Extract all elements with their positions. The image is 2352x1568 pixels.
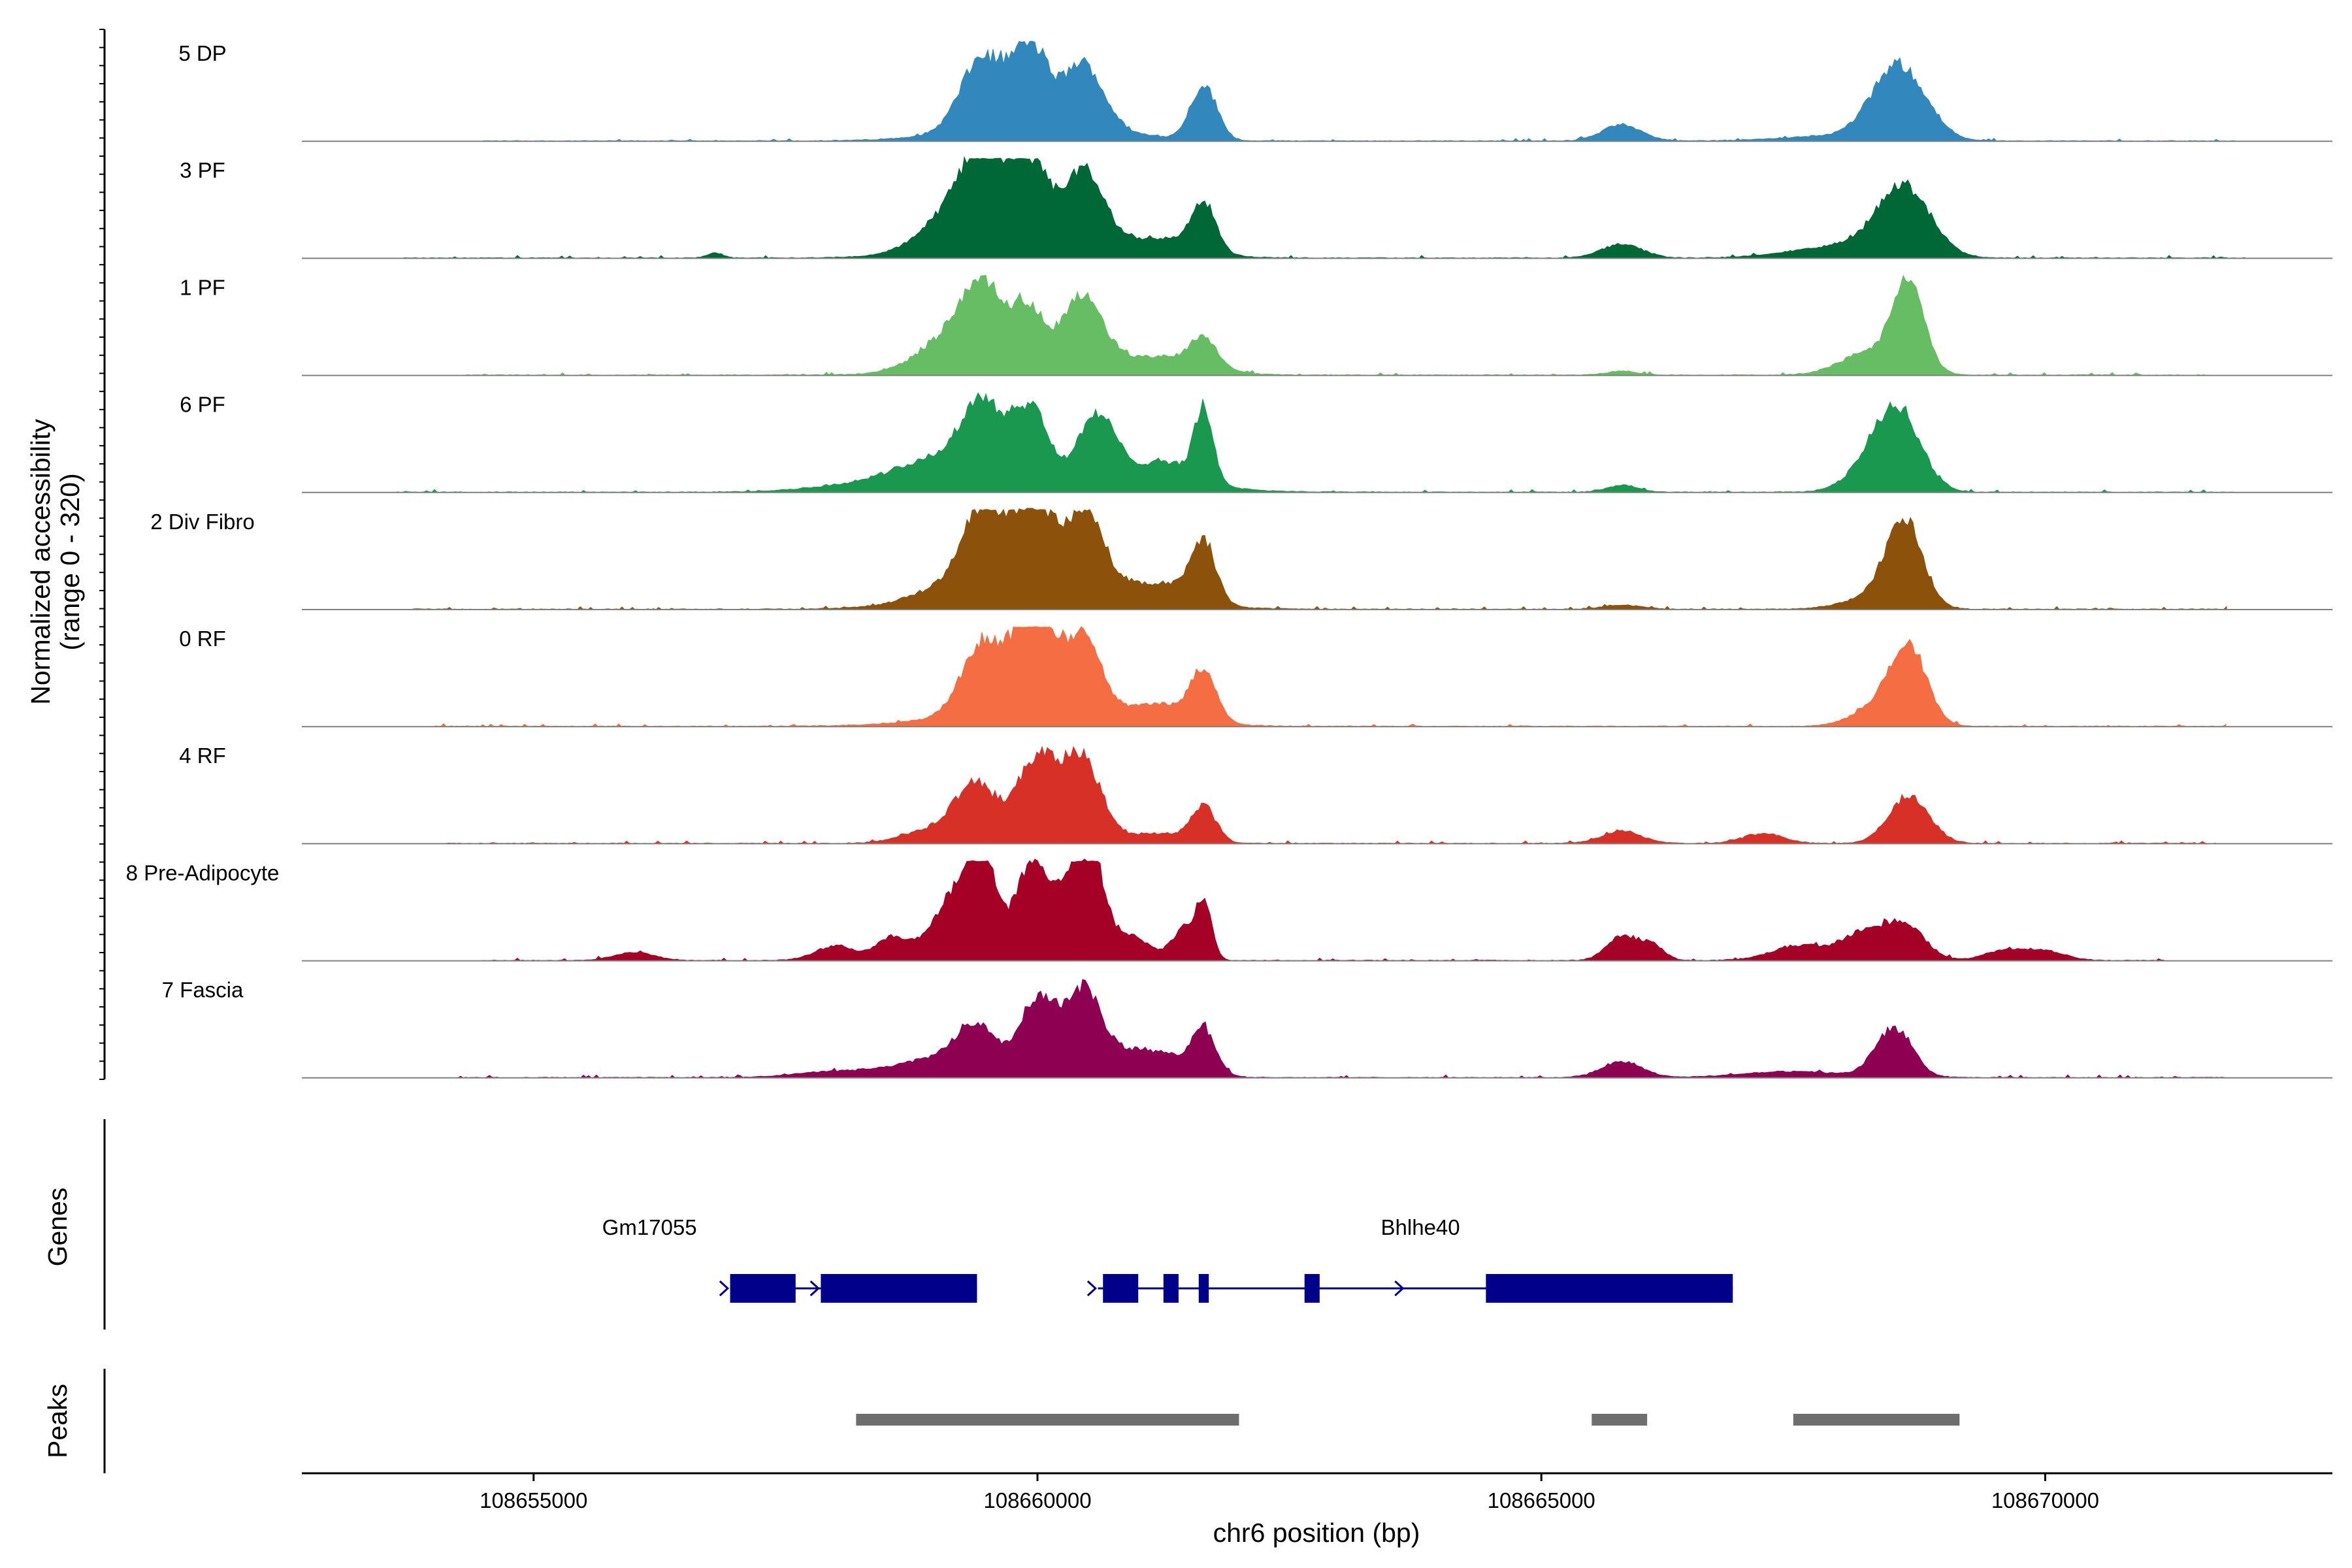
track-label: 2 Div Fibro (150, 510, 255, 534)
track-label: 0 RF (179, 627, 226, 651)
track-4-rf: 4 RF (179, 743, 2332, 845)
coverage-area (483, 858, 2164, 962)
strand-arrow (719, 1280, 730, 1297)
strand-arrow (809, 1280, 820, 1297)
coverage-area (392, 392, 2236, 493)
coverage-area (452, 979, 2225, 1079)
coverage-area (483, 41, 2235, 142)
y-axis-label-line-2: (range 0 - 320) (55, 473, 85, 650)
x-tick-label: 108670000 (1991, 1488, 2099, 1512)
gene-name-label: Gm17055 (602, 1215, 697, 1239)
coverage-area (433, 626, 2227, 727)
coverage-area (412, 508, 2227, 610)
track-1-pf: 1 PF (180, 274, 2332, 376)
gene-bhlhe40: Bhlhe40 (1086, 1215, 1733, 1303)
track-2-div-fibro: 2 Div Fibro (150, 508, 2332, 610)
gene-exon (1163, 1274, 1179, 1303)
peaks-panel-label: Peaks (42, 1384, 73, 1458)
gene-annotation-panel: Gm17055 Bhlhe40 (103, 1119, 1733, 1330)
track-3-pf: 3 PF (180, 155, 2332, 259)
track-label: 7 Fascia (162, 978, 244, 1002)
x-tick-label: 108660000 (983, 1488, 1091, 1512)
gene-gm17055: Gm17055 (602, 1215, 977, 1303)
gene-exon (1198, 1274, 1209, 1303)
gene-exon (1304, 1274, 1320, 1303)
x-axis-title: chr6 position (bp) (1213, 1518, 1420, 1548)
track-8-pre-adipocyte: 8 Pre-Adipocyte (126, 858, 2332, 962)
x-axis: 108655000 108660000 108665000 108670000 (302, 1472, 2332, 1512)
peak-region (1592, 1414, 1648, 1426)
coverage-area (433, 745, 2216, 844)
coverage-area (402, 155, 2246, 259)
gene-exon (821, 1274, 977, 1303)
peaks-panel (103, 1369, 1960, 1473)
strand-arrow (1086, 1280, 1098, 1297)
peak-region (856, 1414, 1239, 1426)
coverage-y-axis (99, 29, 106, 1080)
track-label: 1 PF (180, 275, 225, 299)
gene-exon (730, 1274, 796, 1303)
track-label: 6 PF (180, 393, 225, 417)
strand-arrow (1394, 1280, 1405, 1297)
track-5-dp: 5 DP (178, 41, 2332, 142)
y-axis-label-line-1: Normalized accessibility (25, 419, 56, 705)
coverage-tracks: 5 DP 3 PF 1 PF 6 PF 2 Div Fibro 0 RF 4 RF 8 Pre… (126, 41, 2332, 1079)
track-7-fascia: 7 Fascia (162, 978, 2332, 1079)
x-tick-label: 108655000 (480, 1488, 587, 1512)
gene-exon (1486, 1274, 1733, 1303)
gene-name-label: Bhlhe40 (1381, 1215, 1460, 1239)
genes-panel-label: Genes (42, 1188, 73, 1267)
x-tick-label: 108665000 (1488, 1488, 1595, 1512)
track-0-rf: 0 RF (179, 626, 2332, 728)
track-label: 8 Pre-Adipocyte (126, 860, 280, 885)
track-6-pf: 6 PF (180, 392, 2332, 493)
track-label: 5 DP (178, 41, 226, 65)
coverage-area (463, 274, 2207, 376)
track-label: 3 PF (180, 158, 225, 182)
gene-exon (1103, 1274, 1139, 1303)
peak-region (1793, 1414, 1960, 1426)
track-label: 4 RF (179, 743, 226, 768)
